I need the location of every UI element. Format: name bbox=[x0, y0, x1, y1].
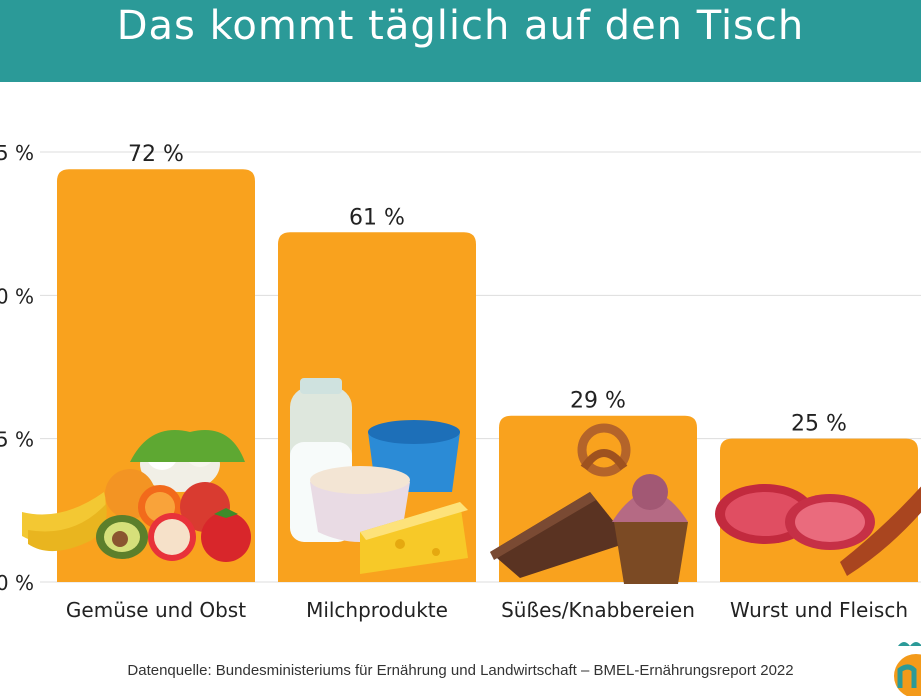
x-tick-label: Süßes/Knabbereien bbox=[501, 598, 695, 622]
x-tick-label: Milchprodukte bbox=[306, 598, 448, 622]
bar-chart-svg: 0 % 25 % 50 % 75 % 72 % Gemüse und Obst 61 % Mi… bbox=[0, 141, 921, 622]
data-label: 25 % bbox=[791, 412, 847, 437]
chart-title: Das kommt täglich auf den Tisch bbox=[116, 3, 805, 49]
data-label: 72 % bbox=[128, 142, 184, 167]
y-tick-label: 50 % bbox=[0, 284, 34, 308]
dairy-products-icon bbox=[290, 378, 468, 574]
bar-chart: 0 % 25 % 50 % 75 % 72 % Gemüse und Obst 61 % Mi… bbox=[0, 82, 921, 642]
x-tick-label: Gemüse und Obst bbox=[66, 598, 246, 622]
brand-logo-icon bbox=[894, 642, 921, 696]
data-source-note: Datenquelle: Bundesministeriums für Ernä… bbox=[127, 662, 794, 679]
sweets-snacks-icon bbox=[490, 423, 688, 584]
data-label: 29 % bbox=[570, 389, 626, 414]
fruit-vegetable-icon bbox=[22, 430, 251, 562]
y-tick-label: 0 % bbox=[0, 571, 34, 595]
meat-sausage-icon bbox=[715, 484, 921, 576]
x-tick-label: Wurst und Fleisch bbox=[730, 598, 908, 622]
y-tick-label: 75 % bbox=[0, 141, 34, 165]
data-label: 61 % bbox=[349, 205, 405, 230]
y-tick-label: 25 % bbox=[0, 428, 34, 452]
title-bar: Das kommt täglich auf den Tisch bbox=[0, 0, 921, 82]
